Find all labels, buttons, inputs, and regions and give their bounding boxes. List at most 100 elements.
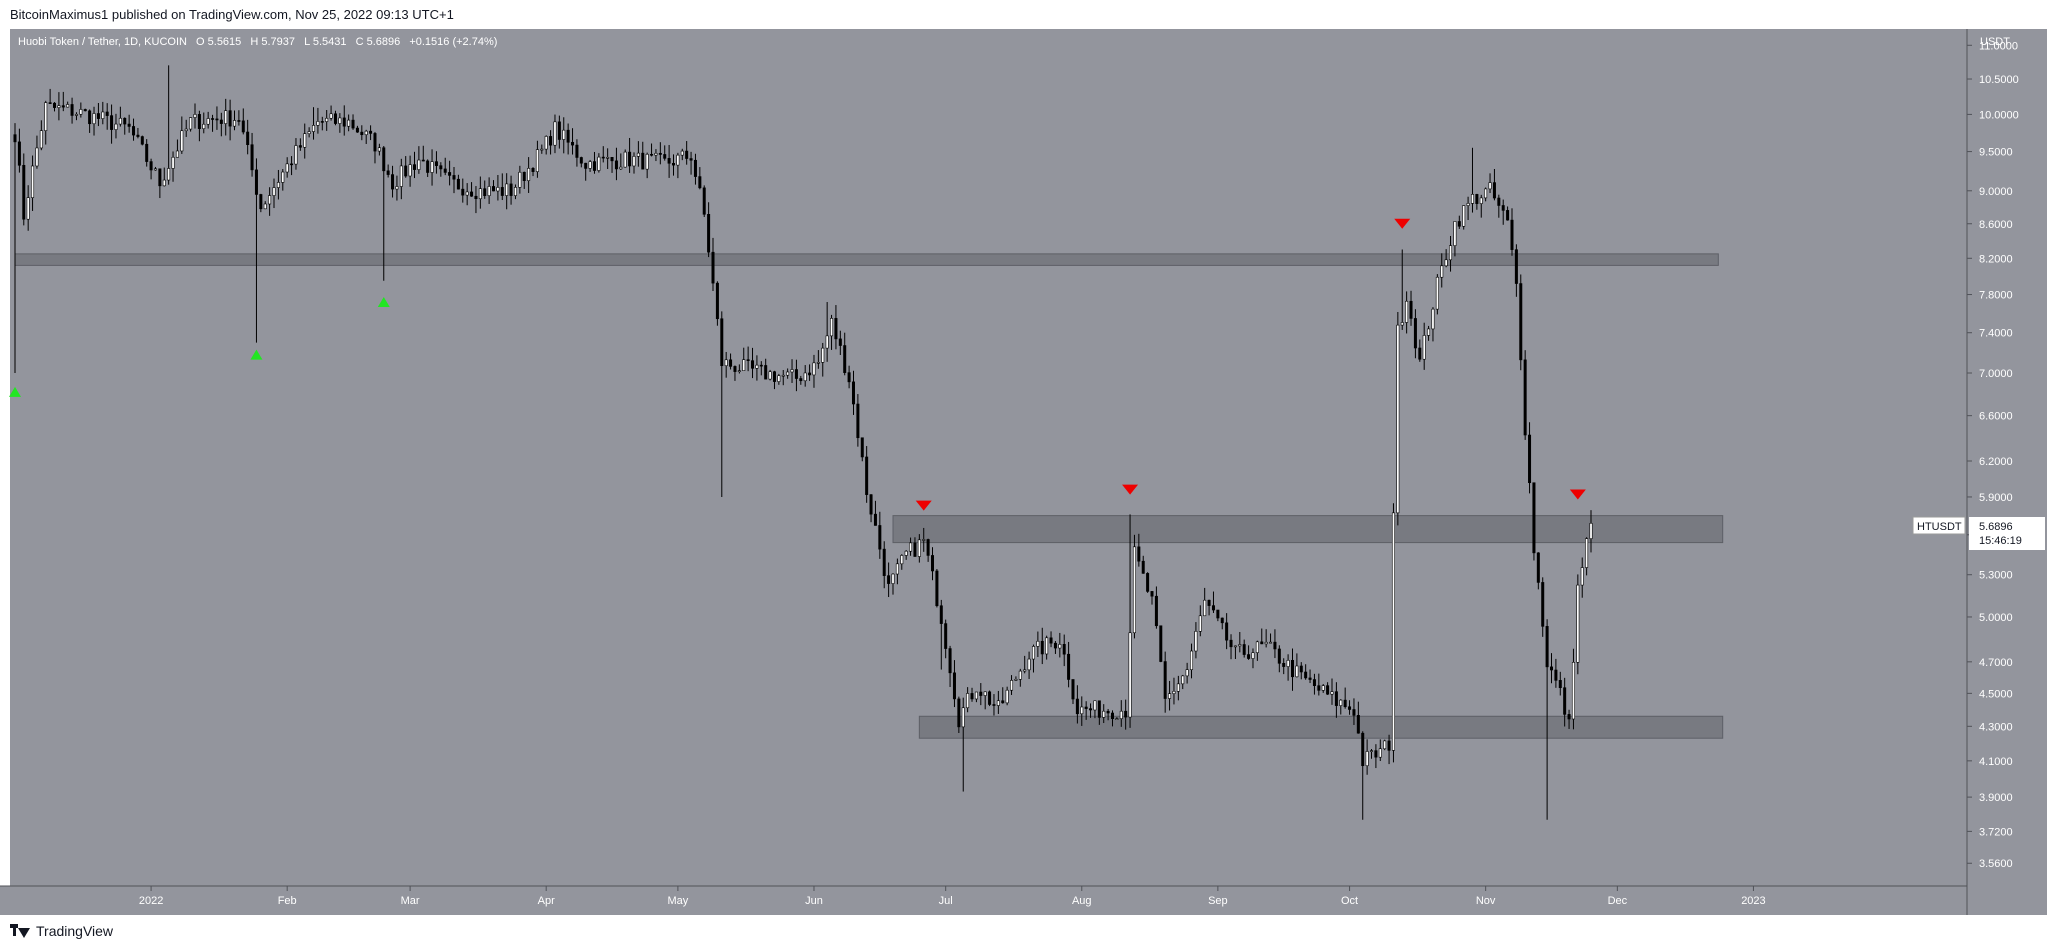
y-tick-label: 10.5000: [1979, 74, 2019, 86]
ohlc-close-label: C: [356, 36, 364, 48]
candle: [751, 347, 755, 379]
candle: [1405, 291, 1409, 334]
candle-body: [895, 563, 899, 575]
candle-body: [566, 129, 570, 143]
candle-body: [13, 134, 17, 143]
candle: [1115, 717, 1119, 720]
x-tick-label: Dec: [1608, 895, 1628, 907]
candle: [579, 156, 583, 168]
candle-body: [1470, 194, 1474, 204]
candle: [1075, 685, 1079, 724]
candle: [1290, 648, 1294, 691]
tradingview-logo[interactable]: TradingView: [10, 923, 113, 939]
candle: [1501, 199, 1505, 225]
candle-body: [1519, 283, 1523, 361]
candle: [1198, 605, 1202, 637]
candle: [873, 500, 877, 526]
candle-body: [487, 186, 491, 196]
candle: [1040, 627, 1044, 665]
candle-body: [17, 141, 21, 166]
arrow-up-marker-1: [250, 349, 263, 360]
support-resistance-zones: [14, 253, 1724, 739]
candle-body: [1387, 740, 1391, 751]
candle-body: [1431, 308, 1435, 330]
candle-body: [1102, 710, 1106, 718]
candle-body: [114, 123, 118, 130]
candle: [1352, 698, 1356, 725]
candle: [347, 114, 351, 132]
candle: [597, 153, 601, 173]
symbol-title[interactable]: Huobi Token / Tether, 1D, KUCOIN: [18, 36, 187, 48]
candle: [1356, 701, 1360, 734]
candle: [320, 116, 324, 131]
price-chart[interactable]: 11.0000 10.5000 10.0000 9.5000 9.0000 8.6000 8…: [0, 29, 2047, 915]
candle: [588, 159, 592, 172]
candle-body: [281, 171, 285, 183]
price-axis-panel[interactable]: [1967, 29, 2047, 915]
candle: [913, 537, 917, 557]
candle: [1203, 587, 1207, 617]
candle-body: [48, 102, 52, 104]
candle-body: [1075, 698, 1079, 715]
candle: [127, 114, 131, 133]
candle: [1159, 625, 1163, 663]
candle-body: [575, 144, 579, 158]
candle: [1550, 653, 1554, 684]
candle: [1132, 534, 1136, 639]
time-axis-panel[interactable]: [0, 886, 1967, 915]
candle: [500, 173, 504, 201]
candle-body: [952, 672, 956, 700]
candle: [1045, 635, 1049, 660]
candle-body: [66, 104, 70, 108]
arrow-up-marker-2: [377, 297, 390, 308]
y-tick-label: 8.2000: [1979, 253, 2013, 265]
candle-body: [1163, 661, 1167, 699]
candle: [1348, 700, 1352, 715]
candle: [1536, 552, 1540, 590]
candle-body: [153, 168, 157, 171]
y-tick-label: 6.6000: [1979, 411, 2013, 423]
candle: [219, 112, 223, 137]
candle-body: [790, 369, 794, 373]
candle-body: [233, 120, 237, 127]
candle-body: [1154, 595, 1158, 627]
candle: [492, 180, 496, 192]
candle-body: [1563, 687, 1567, 715]
candle-body: [808, 372, 812, 376]
candle-body: [412, 164, 416, 170]
symbol-legend[interactable]: Huobi Token / Tether, 1D, KUCOIN O 5.561…: [18, 36, 497, 48]
ohlc-low-label: L: [304, 36, 310, 48]
candle: [851, 370, 855, 415]
candle-body: [917, 539, 921, 557]
publish-info: BitcoinMaximus1 published on TradingView…: [10, 7, 454, 22]
candle: [470, 182, 474, 197]
candle-body: [61, 105, 65, 108]
candle: [487, 177, 491, 204]
plot-area[interactable]: [10, 29, 1967, 886]
candle-body: [342, 117, 346, 127]
candle-body: [1580, 567, 1584, 586]
candle-body: [724, 359, 728, 367]
candle-body: [632, 156, 636, 167]
candle: [1150, 590, 1154, 605]
chart-frame[interactable]: 11.0000 10.5000 10.0000 9.5000 9.0000 8.6000 8…: [0, 29, 2047, 915]
candle: [430, 149, 434, 186]
candle-body: [1023, 669, 1027, 672]
candle: [303, 123, 307, 159]
candle: [1506, 206, 1510, 221]
candle: [922, 527, 926, 552]
candle-body: [693, 159, 697, 177]
candle: [1273, 629, 1277, 659]
candle-body: [1352, 709, 1356, 716]
candle: [224, 98, 228, 136]
candle: [175, 139, 179, 158]
candle-body: [847, 372, 851, 383]
candle: [619, 153, 623, 170]
candle: [1431, 307, 1435, 342]
candle-body: [136, 134, 140, 137]
candle-body: [1374, 750, 1378, 758]
candle-body: [1010, 680, 1014, 691]
candle: [909, 537, 913, 556]
candle-body: [597, 156, 601, 171]
candle: [1264, 629, 1268, 648]
